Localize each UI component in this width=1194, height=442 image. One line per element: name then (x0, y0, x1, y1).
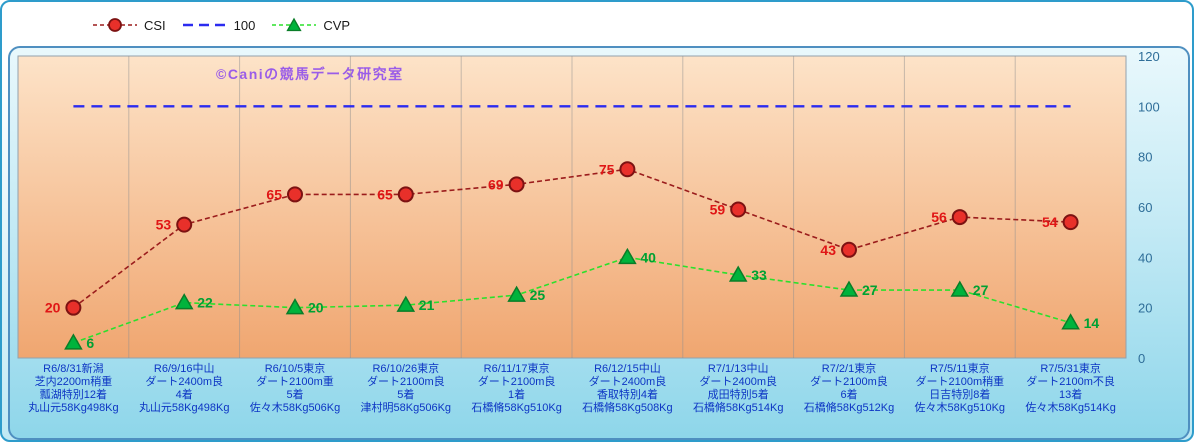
csi-point (730, 201, 747, 218)
y-axis-labels: 0 20 40 60 80 100 120 (1138, 49, 1160, 366)
cvp-value-label: 14 (1084, 315, 1100, 331)
cvp-value-label: 6 (86, 335, 94, 351)
series-cvp: 6 22 20 21 25 40 33 27 27 14 (64, 247, 1100, 351)
cvp-value-label: 33 (751, 267, 767, 283)
csi-value-label: 20 (45, 300, 61, 316)
cvp-value-label: 25 (530, 287, 546, 303)
watermark: ©Caniの競馬データ研究室 (216, 66, 404, 82)
chart-legend: CSI 100 CVP (92, 10, 350, 40)
csi-line (72, 168, 1071, 309)
legend-item-csi: CSI (92, 17, 166, 33)
cvp-value-label: 22 (197, 295, 213, 311)
csi-value-label: 56 (931, 209, 947, 225)
csi-point (397, 186, 414, 203)
legend-item-100: 100 (182, 17, 256, 33)
cvp-value-label: 20 (308, 300, 324, 316)
cvp-point (728, 265, 748, 282)
csi-value-label: 65 (266, 186, 282, 202)
category-label: R7/5/11東京ダート2100m稍重日吉特別8着佐々木58Kg510Kg (915, 361, 1006, 414)
cvp-point (64, 333, 83, 350)
y-tick-label: 60 (1138, 200, 1152, 215)
legend-label-csi: CSI (144, 17, 166, 33)
cvp-point (507, 285, 526, 302)
category-label: R6/8/31新潟芝内2200m稍重瓢湖特別12着丸山元58Kg498Kg (28, 361, 119, 414)
cvp-point (950, 280, 970, 297)
category-label: R6/10/26東京ダート2100m良 5着津村明58Kg506Kg (361, 361, 452, 414)
cvp-value-label: 21 (419, 297, 435, 313)
chart-frame: ©Caniの競馬データ研究室 0 20 40 60 80 100 120 6 22 20 21 25 40… (8, 46, 1190, 440)
legend-item-cvp: CVP (271, 17, 350, 33)
legend-label-cvp: CVP (323, 17, 351, 33)
csi-value-label: 43 (820, 242, 836, 258)
csi-point (508, 176, 525, 193)
y-tick-label: 80 (1138, 150, 1152, 165)
category-label: R6/12/15中山ダート2400m良香取特別4着石橋脩58Kg508Kg (582, 362, 673, 414)
csi-point (65, 299, 82, 316)
legend-label-100: 100 (233, 17, 256, 33)
y-tick-label: 0 (1138, 351, 1145, 366)
cvp-point (1061, 313, 1080, 330)
csi-point (951, 209, 968, 226)
csi-point (176, 216, 193, 233)
csi-series-marker-icon (93, 18, 137, 32)
csi-point (619, 161, 636, 178)
cvp-point (174, 293, 194, 310)
cvp-point (839, 280, 859, 297)
csi-point (287, 186, 303, 203)
category-label: R7/2/1東京ダート2100m良 6着石橋脩58Kg512Kg (804, 361, 895, 414)
csi-point (1062, 214, 1079, 231)
category-label: R7/5/31東京ダート2100m不良 13着佐々木58Kg514Kg (1025, 361, 1116, 414)
cvp-point (396, 295, 416, 312)
cvp-point (618, 247, 637, 265)
line-chart: ©Caniの競馬データ研究室 0 20 40 60 80 100 120 6 22 20 21 25 40… (17, 49, 1160, 414)
cvp-series-marker-icon (272, 17, 317, 32)
csi-value-label: 69 (488, 176, 504, 192)
category-label: R6/11/17東京ダート2100m良 1着石橋脩58Kg510Kg (471, 361, 562, 414)
cvp-value-label: 27 (862, 282, 878, 298)
category-label: R6/10/5東京ダート2100m重 5着佐々木58Kg506Kg (250, 361, 341, 414)
category-label: R7/1/13中山ダート2400m良成田特別5着石橋脩58Kg514Kg (693, 362, 784, 414)
x-axis-labels: R6/8/31新潟芝内2200m稍重瓢湖特別12着丸山元58Kg498Kg R6/… (28, 361, 1116, 414)
series-csi: 20 53 65 65 69 75 59 43 56 54 (45, 161, 1079, 316)
y-tick-label: 20 (1138, 301, 1152, 316)
cvp-value-label: 40 (640, 249, 656, 265)
category-label: R6/9/16中山ダート2400m良 4着丸山元58Kg498Kg (139, 362, 230, 414)
y-tick-label: 40 (1138, 250, 1152, 265)
reference-line-marker-icon (182, 23, 227, 27)
cvp-point (285, 298, 305, 315)
csi-value-label: 54 (1042, 214, 1058, 230)
csi-point (841, 241, 857, 258)
csi-value-label: 75 (599, 161, 615, 177)
cvp-value-label: 27 (973, 282, 989, 298)
y-tick-label: 100 (1138, 99, 1160, 114)
y-tick-label: 120 (1138, 49, 1160, 64)
csi-value-label: 65 (377, 186, 393, 202)
csi-value-label: 53 (156, 217, 172, 233)
csi-value-label: 59 (710, 202, 726, 218)
